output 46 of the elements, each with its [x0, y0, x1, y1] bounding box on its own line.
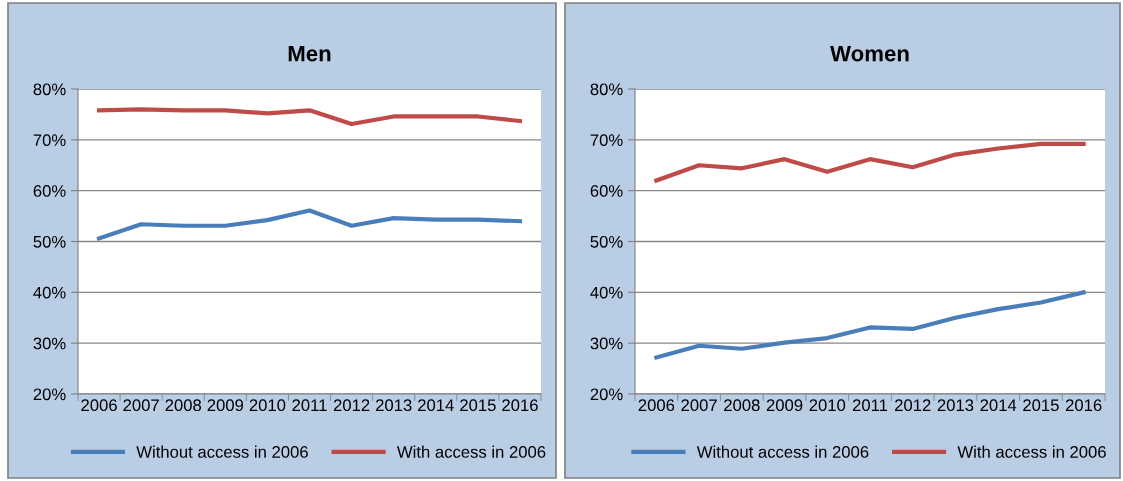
y-tick-label: 40%	[33, 286, 66, 299]
x-tick-label: 2012	[333, 399, 370, 412]
chart-title: Women	[830, 45, 909, 62]
y-tick-label: 50%	[33, 235, 66, 248]
x-tick-label: 2011	[292, 399, 327, 412]
x-tick-label: 2010	[809, 399, 846, 412]
x-tick-label: 2015	[1023, 399, 1059, 412]
legend-label: With access in 2006	[396, 445, 546, 458]
chart-title: Men	[288, 45, 331, 62]
y-tick-label: 70%	[33, 134, 66, 147]
y-tick-label: 60%	[33, 185, 66, 197]
line-series	[654, 141, 1086, 183]
x-tick-label: 2007	[123, 399, 159, 412]
y-tick-label: 60%	[590, 185, 623, 197]
x-tick-label: 2014	[418, 399, 454, 412]
legend-label: Without access in 2006	[136, 445, 308, 458]
y-tick-label: 50%	[590, 235, 623, 248]
x-tick-label: 2014	[980, 399, 1017, 412]
x-tick-label: 2009	[766, 399, 803, 412]
x-tick-label: 2008	[165, 399, 202, 412]
y-tick-label: 80%	[590, 83, 623, 96]
legend-label: With access in 2006	[957, 445, 1106, 458]
x-tick-label: 2013	[375, 399, 412, 412]
x-tick-label: 2015	[460, 399, 496, 412]
x-tick-label: 2010	[249, 399, 286, 412]
x-tick-label: 2011	[852, 399, 888, 412]
line-series	[96, 107, 523, 127]
x-tick-label: 2008	[724, 399, 760, 412]
x-tick-label: 2006	[638, 399, 675, 412]
y-tick-label: 30%	[33, 337, 66, 350]
y-tick-label: 20%	[590, 388, 623, 401]
y-tick-label: 20%	[33, 388, 66, 401]
line-series	[96, 208, 523, 241]
y-tick-label: 30%	[590, 337, 623, 350]
x-tick-label: 2013	[937, 399, 974, 412]
x-tick-label: 2007	[681, 399, 717, 412]
line-series	[654, 290, 1086, 360]
x-tick-label: 2012	[895, 399, 931, 412]
x-tick-label: 2006	[81, 399, 117, 412]
y-tick-label: 70%	[590, 134, 623, 147]
x-tick-label: 2009	[207, 399, 244, 412]
y-tick-label: 40%	[590, 286, 623, 299]
x-tick-label: 2016	[502, 399, 538, 412]
x-tick-label: 2016	[1065, 399, 1102, 412]
legend-label: Without access in 2006	[696, 445, 869, 458]
y-tick-label: 80%	[33, 83, 66, 96]
